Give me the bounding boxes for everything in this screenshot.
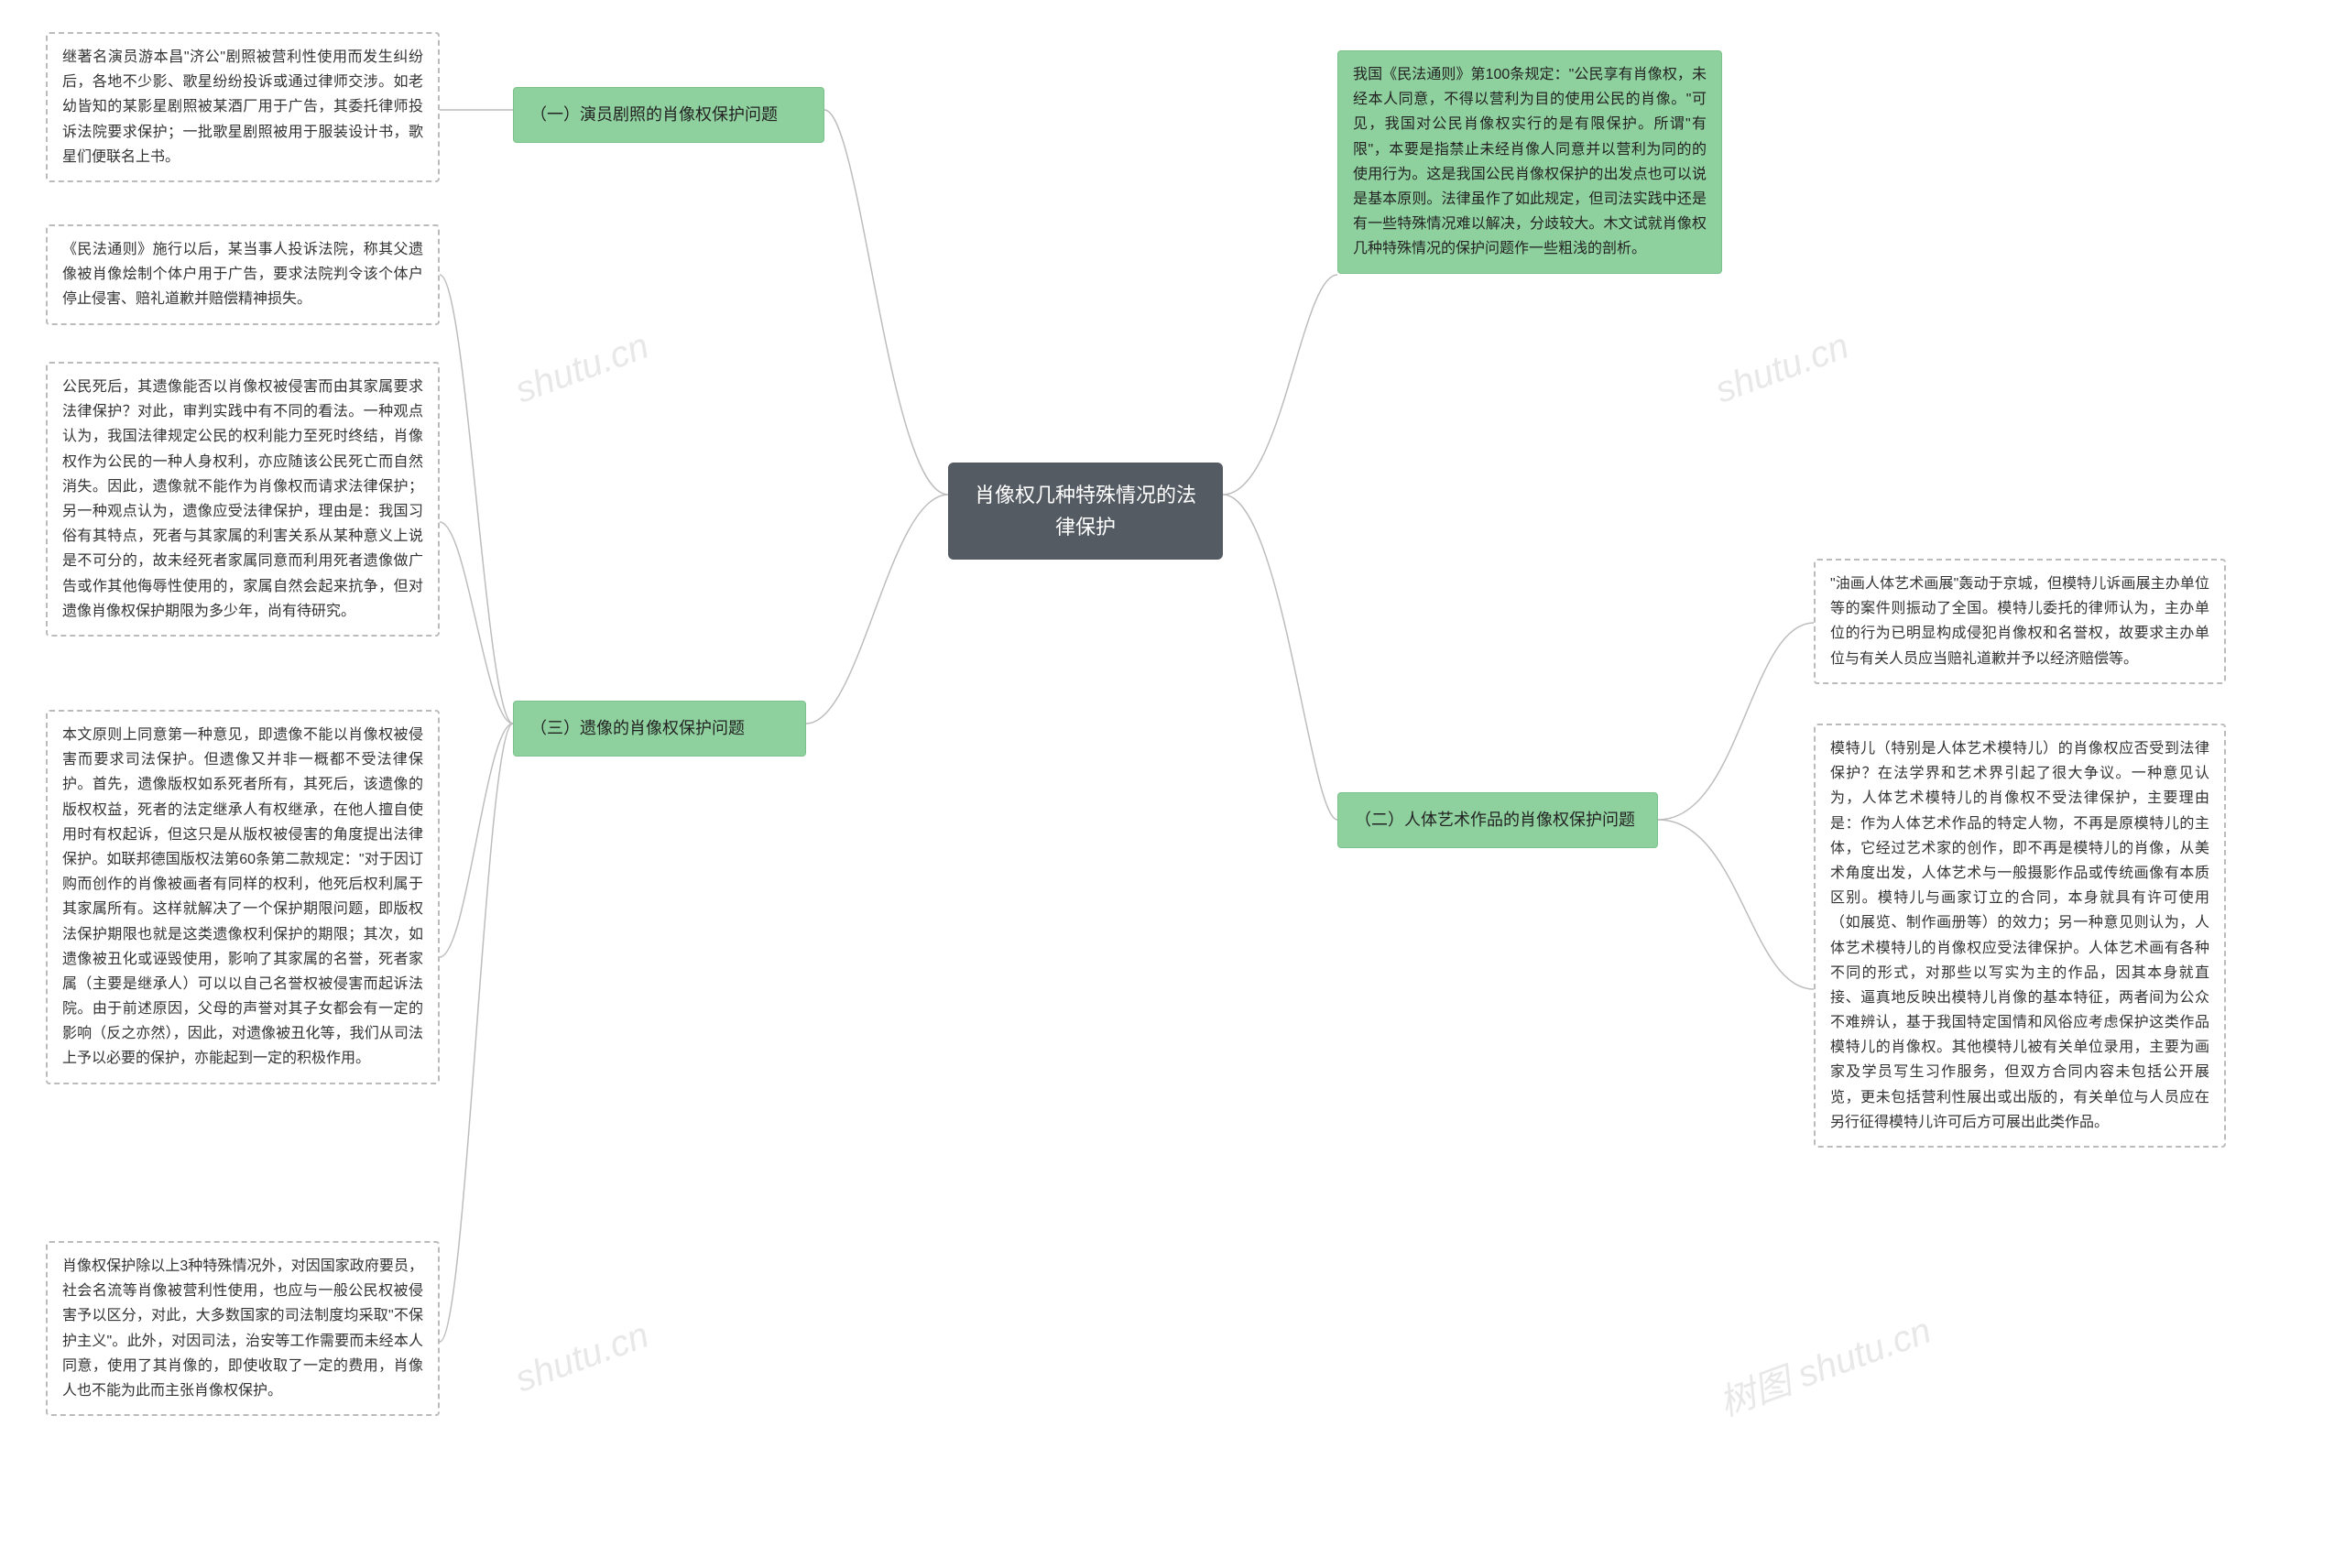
connector: [1658, 623, 1814, 820]
intro-node[interactable]: 我国《民法通则》第100条规定："公民享有肖像权，未经本人同意，不得以营利为目的…: [1337, 50, 1722, 274]
section-3-heading[interactable]: （三）遗像的肖像权保护问题: [513, 701, 806, 757]
connector: [824, 110, 948, 495]
section-2-body-2[interactable]: 模特儿（特别是人体艺术模特儿）的肖像权应否受到法律保护？在法学界和艺术界引起了很…: [1814, 724, 2226, 1148]
center-node[interactable]: 肖像权几种特殊情况的法律保护: [948, 463, 1223, 560]
section-3-body-4[interactable]: 肖像权保护除以上3种特殊情况外，对因国家政府要员，社会名流等肖像被营利性使用，也…: [46, 1241, 440, 1416]
section-2-body-1[interactable]: "油画人体艺术画展"轰动于京城，但模特儿诉画展主办单位等的案件则振动了全国。模特…: [1814, 559, 2226, 684]
connector: [440, 275, 513, 724]
watermark: shutu.cn: [1710, 325, 1854, 411]
section-3-body-1[interactable]: 《民法通则》施行以后，某当事人投诉法院，称其父遗像被肖像烩制个体户用于广告，要求…: [46, 224, 440, 325]
connector: [1223, 495, 1337, 820]
watermark: shutu.cn: [510, 1314, 654, 1400]
section-1-body-1[interactable]: 继著名演员游本昌"济公"剧照被营利性使用而发生纠纷后，各地不少影、歌星纷纷投诉或…: [46, 32, 440, 182]
connector: [440, 522, 513, 724]
section-3-body-2[interactable]: 公民死后，其遗像能否以肖像权被侵害而由其家属要求法律保护？对此，审判实践中有不同…: [46, 362, 440, 637]
connector: [1223, 275, 1337, 495]
connector: [440, 724, 513, 957]
watermark: shutu.cn: [510, 325, 654, 411]
connector: [1658, 820, 1814, 989]
connector: [806, 495, 948, 724]
connector: [440, 724, 513, 1342]
section-2-heading[interactable]: （二）人体艺术作品的肖像权保护问题: [1337, 792, 1658, 848]
mindmap-container: shutu.cn shutu.cn 树图 shutu.cn shutu.cn 肖…: [0, 0, 2345, 1568]
section-3-body-3[interactable]: 本文原则上同意第一种意见，即遗像不能以肖像权被侵害而要求司法保护。但遗像又并非一…: [46, 710, 440, 1084]
section-1-heading[interactable]: （一）演员剧照的肖像权保护问题: [513, 87, 824, 143]
watermark: 树图 shutu.cn: [1710, 1301, 1937, 1426]
